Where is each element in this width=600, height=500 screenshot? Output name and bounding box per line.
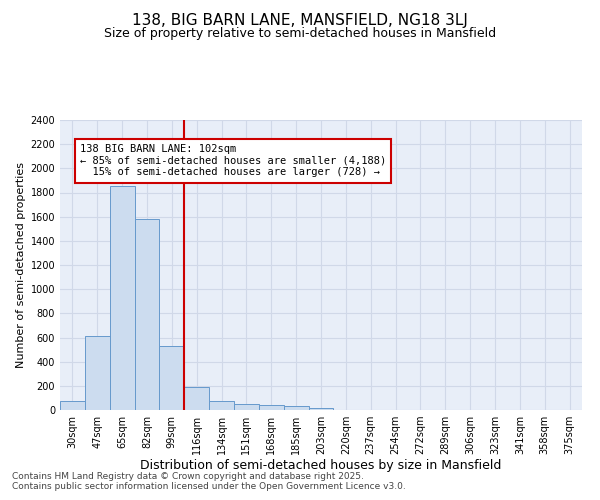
Bar	[134, 219, 160, 410]
Bar	[160, 346, 184, 410]
Bar	[284, 406, 308, 410]
Bar	[60, 401, 85, 410]
Text: 138, BIG BARN LANE, MANSFIELD, NG18 3LJ: 138, BIG BARN LANE, MANSFIELD, NG18 3LJ	[132, 12, 468, 28]
Bar	[234, 404, 259, 410]
Y-axis label: Number of semi-detached properties: Number of semi-detached properties	[16, 162, 26, 368]
Text: Size of property relative to semi-detached houses in Mansfield: Size of property relative to semi-detach…	[104, 28, 496, 40]
Bar	[85, 336, 110, 410]
X-axis label: Distribution of semi-detached houses by size in Mansfield: Distribution of semi-detached houses by …	[140, 458, 502, 471]
Text: Contains HM Land Registry data © Crown copyright and database right 2025.: Contains HM Land Registry data © Crown c…	[12, 472, 364, 481]
Bar	[184, 387, 209, 410]
Text: 138 BIG BARN LANE: 102sqm
← 85% of semi-detached houses are smaller (4,188)
  15: 138 BIG BARN LANE: 102sqm ← 85% of semi-…	[80, 144, 386, 178]
Bar	[259, 405, 284, 410]
Text: Contains public sector information licensed under the Open Government Licence v3: Contains public sector information licen…	[12, 482, 406, 491]
Bar	[110, 186, 134, 410]
Bar	[209, 401, 234, 410]
Bar	[308, 408, 334, 410]
